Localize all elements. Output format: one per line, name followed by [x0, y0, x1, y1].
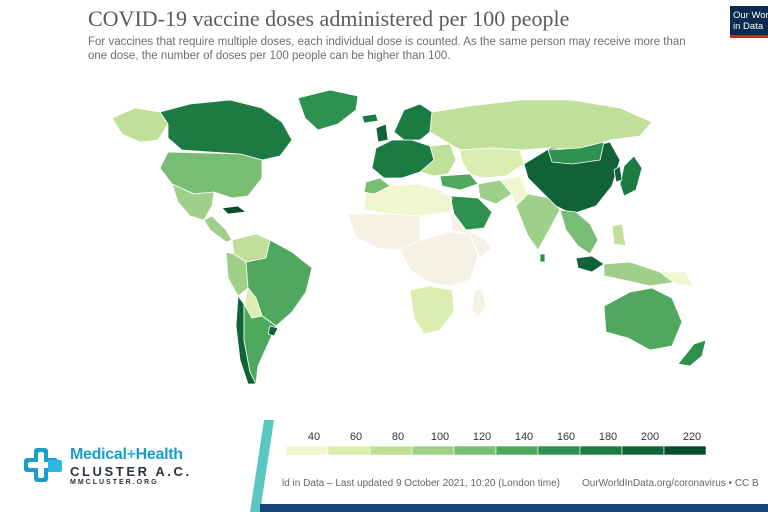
region-malaysia[interactable] — [575, 255, 605, 273]
region-usa[interactable] — [159, 151, 263, 199]
owid-logo[interactable]: Our World in Data — [730, 6, 768, 38]
region-greenland[interactable] — [297, 89, 359, 131]
region-png[interactable] — [659, 271, 693, 287]
brand-name: Medical+Health — [70, 446, 183, 464]
brand-logo[interactable]: Medical+Health CLUSTER A.C. MMCLUSTER.OR… — [22, 446, 222, 490]
chart-title: COVID-19 vaccine doses administered per … — [88, 6, 570, 31]
legend-tick-label: 200 — [640, 431, 660, 443]
bottom-band — [260, 504, 768, 512]
legend-tick-label: 180 — [598, 431, 618, 443]
brand-subname: CLUSTER A.C. — [70, 464, 192, 479]
legend-swatch — [453, 445, 497, 456]
legend-tick-label: 140 — [514, 431, 534, 443]
region-uruguay[interactable] — [267, 325, 279, 337]
region-new-zealand[interactable] — [677, 339, 707, 367]
region-canada[interactable] — [159, 99, 293, 161]
legend-swatch — [327, 445, 371, 456]
footer-link[interactable]: OurWorldInData.org/coronavirus • CC B — [582, 478, 759, 489]
region-morocco[interactable] — [363, 177, 391, 195]
legend-swatch — [579, 445, 623, 456]
region-mongolia[interactable] — [547, 141, 605, 165]
region-eastern-europe[interactable] — [419, 143, 457, 177]
region-iceland[interactable] — [361, 113, 379, 124]
legend-swatch — [285, 445, 329, 456]
region-iran[interactable] — [477, 179, 513, 205]
legend-swatch — [663, 445, 707, 456]
brand-name-part1: Medical — [70, 446, 127, 463]
brand-name-plus: + — [126, 446, 136, 463]
legend-tick-label: 100 — [430, 431, 450, 443]
legend-tick-label: 120 — [472, 431, 492, 443]
legend-tick-label: 160 — [556, 431, 576, 443]
region-indonesia[interactable] — [603, 261, 677, 287]
region-central-asia[interactable] — [459, 147, 525, 179]
legend-swatch — [537, 445, 581, 456]
region-southern-africa[interactable] — [409, 285, 455, 335]
region-argentina[interactable] — [243, 303, 277, 385]
owid-logo-line1: Our World — [733, 10, 768, 21]
region-north-africa[interactable] — [363, 183, 453, 217]
medical-cross-icon — [24, 448, 62, 482]
legend-swatch — [411, 445, 455, 456]
legend-swatch — [621, 445, 665, 456]
legend-swatch — [369, 445, 413, 456]
region-saudi-arabia[interactable] — [449, 195, 493, 231]
legend-tick-label: 80 — [391, 431, 405, 443]
region-russia[interactable] — [429, 99, 653, 151]
region-turkey[interactable] — [439, 173, 479, 191]
region-australia[interactable] — [603, 287, 683, 351]
region-central-america[interactable] — [203, 215, 233, 243]
region-japan[interactable] — [619, 155, 643, 197]
region-india[interactable] — [515, 193, 561, 251]
region-korea[interactable] — [613, 165, 623, 183]
region-mexico[interactable] — [171, 183, 215, 221]
region-uk[interactable] — [375, 123, 389, 143]
region-east-africa[interactable] — [449, 211, 493, 259]
legend-swatch — [495, 445, 539, 456]
footer-source: ld in Data – Last updated 9 October 2021… — [282, 478, 560, 489]
legend-tick-label: 220 — [682, 431, 702, 443]
region-philippines[interactable] — [611, 223, 627, 247]
owid-logo-line2: in Data — [733, 21, 764, 32]
region-southeast-asia[interactable] — [559, 209, 599, 255]
region-madagascar[interactable] — [471, 287, 487, 319]
region-scandinavia[interactable] — [393, 103, 433, 141]
region-central-africa[interactable] — [399, 231, 479, 287]
region-cuba[interactable] — [221, 205, 247, 215]
brand-name-part2: Health — [135, 446, 183, 463]
legend-tick-label: 60 — [349, 431, 363, 443]
world-map[interactable] — [0, 0, 768, 430]
region-sri-lanka[interactable] — [539, 253, 546, 263]
chart-subtitle: For vaccines that require multiple doses… — [88, 36, 686, 62]
legend-tick-label: 40 — [307, 431, 321, 443]
region-alaska[interactable] — [111, 107, 169, 143]
region-west-africa[interactable] — [347, 213, 421, 251]
brand-website: MMCLUSTER.ORG — [70, 479, 159, 486]
legend-bar — [285, 445, 707, 456]
decorative-stripe — [250, 420, 274, 512]
